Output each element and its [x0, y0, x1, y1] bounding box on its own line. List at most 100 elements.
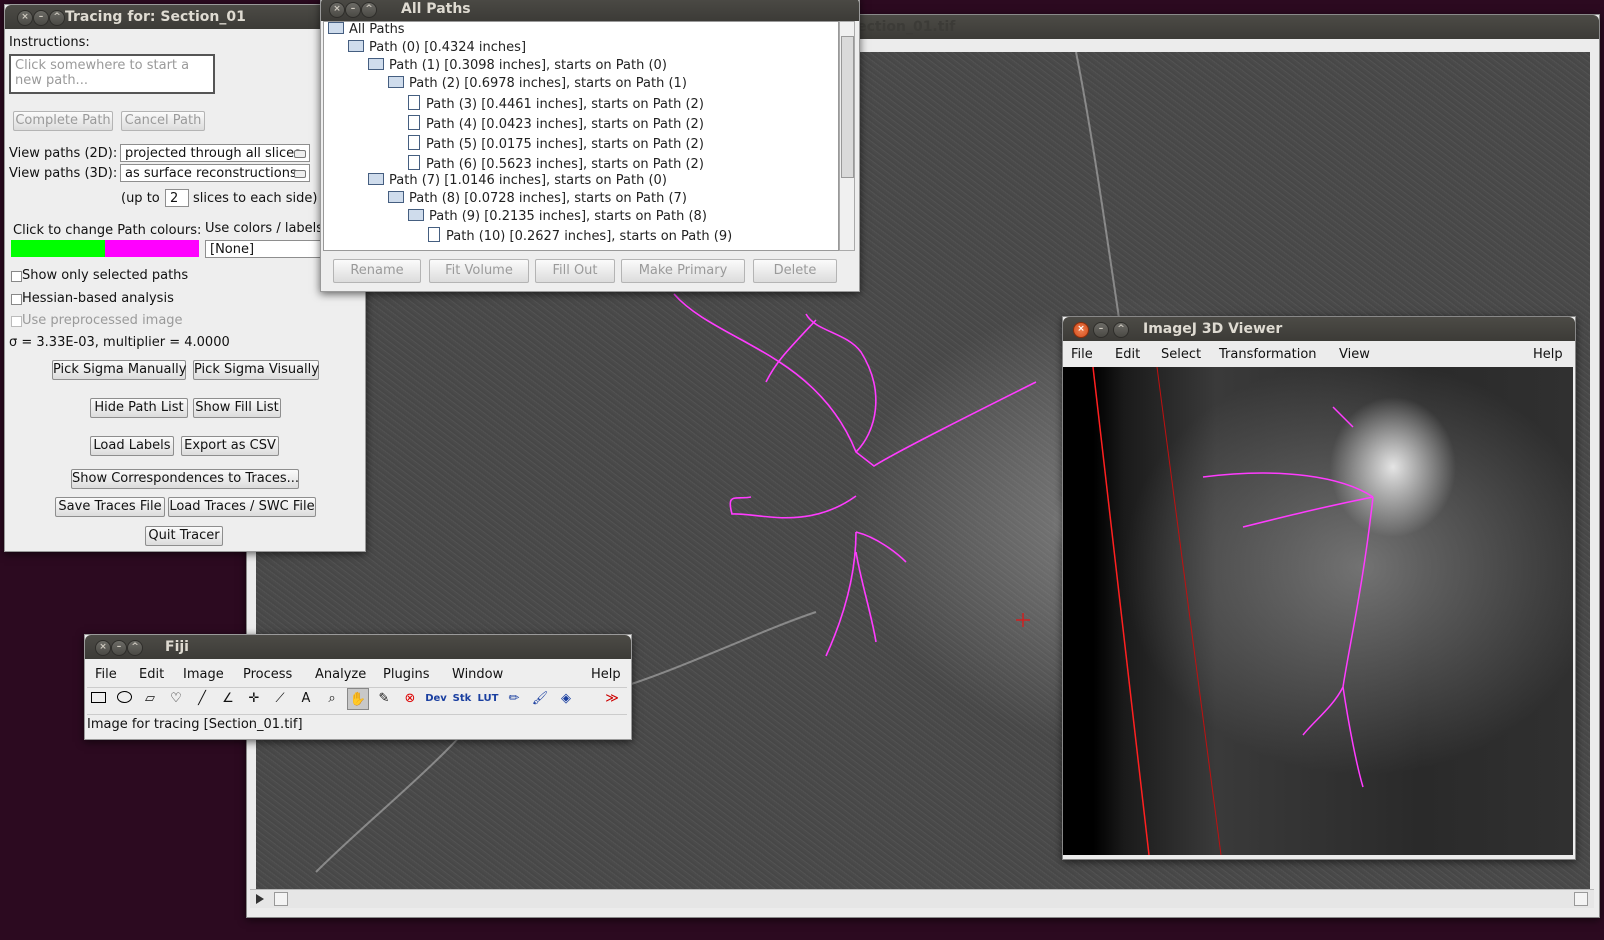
- viewer3d-titlebar[interactable]: × – ^ ImageJ 3D Viewer: [1063, 317, 1575, 341]
- rename-button[interactable]: Rename: [333, 259, 421, 283]
- path-tree[interactable]: All Paths Path (0) [0.4324 inches] Path …: [323, 21, 839, 251]
- tree-row[interactable]: Path (7) [1.0146 inches], starts on Path…: [368, 173, 667, 188]
- view3d-select[interactable]: as surface reconstructions: [120, 164, 310, 182]
- show-fill-list-button[interactable]: Show Fill List: [193, 398, 281, 418]
- tree-row[interactable]: Path (1) [0.3098 inches], starts on Path…: [368, 58, 667, 73]
- text-tool-icon[interactable]: A: [301, 691, 311, 706]
- menu-process[interactable]: Process: [243, 667, 293, 682]
- viewer-menu-file[interactable]: File: [1071, 347, 1093, 362]
- viewer-menu-edit[interactable]: Edit: [1115, 347, 1141, 362]
- tree-row[interactable]: Path (4) [0.0423 inches], starts on Path…: [408, 115, 704, 132]
- tree-row[interactable]: Path (3) [0.4461 inches], starts on Path…: [408, 95, 704, 112]
- maximize-icon[interactable]: ^: [1113, 322, 1129, 338]
- fit-volume-button[interactable]: Fit Volume: [429, 259, 529, 283]
- magnifier-icon[interactable]: ⌕: [328, 691, 336, 706]
- menu-plugins[interactable]: Plugins: [383, 667, 430, 682]
- brush-tool-icon[interactable]: 🖌: [531, 691, 549, 706]
- tree-row[interactable]: Path (2) [0.6978 inches], starts on Path…: [388, 76, 687, 91]
- fill-out-button[interactable]: Fill Out: [535, 259, 615, 283]
- export-csv-button[interactable]: Export as CSV: [181, 436, 279, 456]
- show-only-selected-checkbox[interactable]: [11, 271, 22, 282]
- more-tools-icon[interactable]: ≫: [605, 691, 619, 706]
- scroll-left-arrow[interactable]: [274, 892, 288, 906]
- horizontal-scrollbar[interactable]: [250, 889, 1594, 908]
- unselected-path-colour-swatch[interactable]: [105, 240, 199, 257]
- rectangle-tool-icon[interactable]: [87, 688, 109, 710]
- menu-file[interactable]: File: [95, 667, 117, 682]
- wand-tool-icon[interactable]: ⟋: [275, 691, 285, 706]
- preprocessed-checkbox[interactable]: [11, 316, 22, 327]
- path-tree-scrollbar[interactable]: [839, 21, 855, 251]
- freehand-tool-icon[interactable]: ♡: [170, 691, 182, 706]
- tree-row[interactable]: Path (9) [0.2135 inches], starts on Path…: [408, 209, 707, 224]
- hessian-checkbox[interactable]: [11, 294, 22, 305]
- all-paths-titlebar[interactable]: × – ^ All Paths: [321, 0, 859, 21]
- minimize-icon[interactable]: –: [111, 640, 127, 656]
- point-tool-icon[interactable]: ✛: [248, 691, 260, 706]
- maximize-icon[interactable]: ^: [49, 10, 65, 26]
- dev-tool-icon[interactable]: Dev: [425, 693, 447, 704]
- polygon-tool-icon[interactable]: ▱: [145, 691, 155, 706]
- viewer-menu-view[interactable]: View: [1339, 347, 1370, 362]
- tree-row[interactable]: Path (8) [0.0728 inches], starts on Path…: [388, 191, 687, 206]
- hide-path-list-button[interactable]: Hide Path List: [90, 398, 188, 418]
- close-icon[interactable]: ×: [95, 640, 111, 656]
- selected-path-colour-swatch[interactable]: [11, 240, 105, 257]
- tree-root[interactable]: All Paths: [328, 22, 405, 37]
- stop-icon[interactable]: ⊗: [404, 691, 416, 706]
- close-icon[interactable]: ×: [1073, 322, 1089, 338]
- hand-tool-icon[interactable]: ✋: [347, 688, 369, 710]
- close-icon[interactable]: ×: [17, 10, 33, 26]
- path-label: Path (0) [0.4324 inches]: [369, 40, 527, 55]
- upto-input[interactable]: 2: [165, 189, 189, 207]
- menu-window[interactable]: Window: [452, 667, 504, 682]
- path-label: Path (3) [0.4461 inches], starts on Path…: [426, 97, 704, 112]
- angle-tool-icon[interactable]: ∠: [222, 691, 234, 706]
- viewer-menu-help[interactable]: Help: [1533, 347, 1563, 362]
- menu-analyze[interactable]: Analyze: [315, 667, 367, 682]
- pick-sigma-manually-button[interactable]: Pick Sigma Manually: [52, 360, 186, 380]
- tree-row[interactable]: Path (6) [0.5623 inches], starts on Path…: [408, 155, 704, 172]
- tree-row[interactable]: Path (5) [0.0175 inches], starts on Path…: [408, 135, 704, 152]
- file-icon: [408, 135, 420, 150]
- lut-tool-icon[interactable]: LUT: [477, 693, 499, 704]
- minimize-icon[interactable]: –: [345, 2, 361, 18]
- pick-sigma-visually-button[interactable]: Pick Sigma Visually: [193, 360, 319, 380]
- minimize-icon[interactable]: –: [1093, 322, 1109, 338]
- tree-row[interactable]: Path (10) [0.2627 inches], starts on Pat…: [428, 227, 732, 244]
- file-icon: [428, 227, 440, 242]
- load-traces-button[interactable]: Load Traces / SWC File: [168, 497, 316, 517]
- dropper-tool-icon[interactable]: ✎: [378, 691, 390, 706]
- menu-image[interactable]: Image: [183, 667, 224, 682]
- close-icon[interactable]: ×: [329, 2, 345, 18]
- fiji-titlebar[interactable]: × – ^ Fiji: [85, 635, 631, 659]
- maximize-icon[interactable]: ^: [127, 640, 143, 656]
- menu-edit[interactable]: Edit: [139, 667, 165, 682]
- stk-tool-icon[interactable]: Stk: [452, 693, 472, 704]
- viewer3d-canvas[interactable]: [1063, 367, 1573, 855]
- line-tool-icon[interactable]: ╱: [198, 691, 206, 706]
- play-icon[interactable]: [256, 894, 264, 904]
- viewer-menu-select[interactable]: Select: [1161, 347, 1202, 362]
- viewer-menu-transformation[interactable]: Transformation: [1219, 347, 1317, 362]
- show-correspondences-button[interactable]: Show Correspondences to Traces...: [71, 469, 299, 489]
- quit-tracer-button[interactable]: Quit Tracer: [145, 526, 223, 546]
- flood-fill-tool-icon[interactable]: ◈: [561, 691, 571, 706]
- save-traces-button[interactable]: Save Traces File: [55, 497, 165, 517]
- scroll-right-arrow[interactable]: [1574, 892, 1588, 906]
- make-primary-button[interactable]: Make Primary: [621, 259, 745, 283]
- pencil-tool-icon[interactable]: ✏: [508, 691, 520, 706]
- cancel-path-button[interactable]: Cancel Path: [121, 111, 205, 131]
- complete-path-button[interactable]: Complete Path: [13, 111, 113, 131]
- view2d-select[interactable]: projected through all slices: [120, 144, 310, 162]
- minimize-icon[interactable]: –: [33, 10, 49, 26]
- use-colors-label: Use colors / labels: [205, 221, 324, 236]
- oval-tool-icon[interactable]: [113, 688, 135, 710]
- tracing-titlebar[interactable]: × – ^ Tracing for: Section_01: [5, 5, 365, 29]
- tree-row[interactable]: Path (0) [0.4324 inches]: [348, 40, 526, 55]
- maximize-icon[interactable]: ^: [361, 2, 377, 18]
- scroll-thumb[interactable]: [841, 36, 854, 178]
- delete-button[interactable]: Delete: [753, 259, 837, 283]
- menu-help[interactable]: Help: [591, 667, 621, 682]
- load-labels-button[interactable]: Load Labels: [90, 436, 174, 456]
